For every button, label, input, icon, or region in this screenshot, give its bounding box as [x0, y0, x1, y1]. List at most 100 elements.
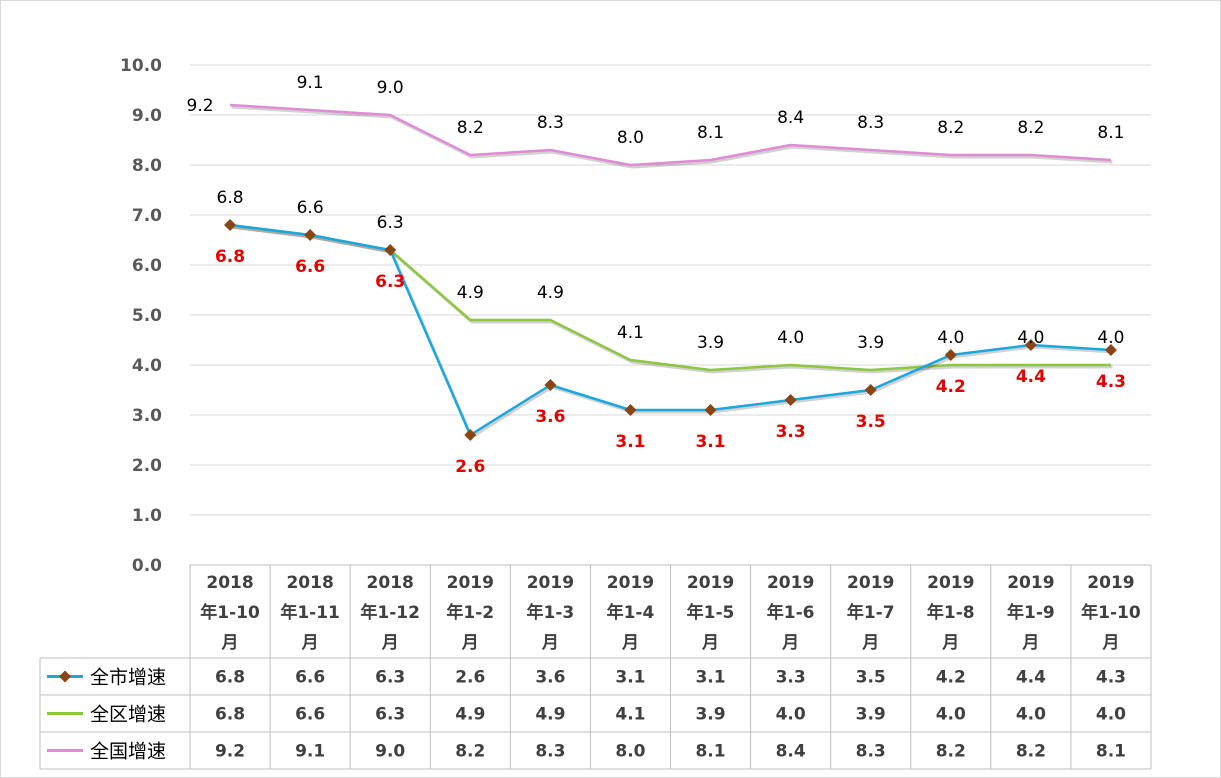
- data-label: 4.9: [537, 283, 564, 303]
- data-label: 6.6: [295, 257, 325, 277]
- data-point-marker: [624, 404, 637, 416]
- data-label: 6.3: [377, 213, 404, 233]
- x-category-label: 月: [381, 633, 399, 653]
- series-markers: [224, 219, 1117, 441]
- x-category-label: 年1-2: [446, 602, 494, 623]
- x-category-label: 月: [541, 633, 559, 653]
- data-point-marker: [544, 379, 557, 391]
- series-lines: [229, 103, 1113, 440]
- x-category-label: 2019: [607, 573, 654, 593]
- x-category-label: 月: [861, 633, 879, 653]
- x-category-label: 2019: [847, 573, 894, 593]
- x-category-label: 年1-4: [607, 602, 655, 623]
- data-label: 8.1: [697, 123, 724, 143]
- table-cell-value: 8.4: [776, 742, 806, 762]
- data-label: 8.0: [617, 128, 644, 148]
- series-line: [229, 103, 1112, 167]
- x-category-label: 年1-8: [927, 602, 975, 623]
- data-label: 8.3: [537, 113, 564, 133]
- table-cell-value: 6.8: [215, 705, 245, 725]
- data-label: 9.2: [187, 96, 214, 116]
- table-cell-value: 6.6: [295, 668, 325, 688]
- x-category-label: 年1-11: [280, 602, 340, 623]
- data-label: 2.6: [455, 457, 485, 477]
- table-cell-value: 4.2: [936, 668, 966, 688]
- table-cell-value: 8.2: [455, 742, 485, 762]
- table-cell-value: 8.2: [936, 742, 966, 762]
- x-category-label: 年1-7: [847, 602, 895, 623]
- table-cell-value: 2.6: [455, 668, 485, 688]
- data-point-marker: [864, 384, 877, 396]
- data-label: 8.2: [457, 118, 484, 138]
- series-line-shadow: [231, 225, 1113, 440]
- data-label: 8.1: [1097, 123, 1124, 143]
- table-cell-value: 4.3: [1096, 668, 1126, 688]
- data-label: 9.0: [377, 78, 404, 98]
- series-line: [229, 223, 1112, 437]
- table-cell-value: 4.0: [776, 705, 806, 725]
- x-category-label: 年1-12: [360, 602, 420, 623]
- x-category-label: 月: [1101, 633, 1119, 653]
- x-category-label: 2019: [1007, 573, 1054, 593]
- data-label: 8.2: [1017, 118, 1044, 138]
- data-label: 6.3: [375, 272, 405, 292]
- x-category-label: 年1-5: [687, 602, 735, 623]
- table-cell-value: 3.6: [535, 668, 565, 688]
- x-category-label: 2019: [527, 573, 574, 593]
- x-category-label: 2019: [687, 573, 734, 593]
- table-cell-value: 4.0: [1096, 705, 1126, 725]
- y-tick-label: 10.0: [120, 56, 162, 76]
- series-line-shadow: [231, 225, 1113, 374]
- x-category-label: 年1-10: [200, 602, 260, 623]
- data-label: 3.9: [857, 333, 884, 353]
- data-label: 6.6: [297, 198, 324, 218]
- data-label: 4.0: [777, 328, 804, 348]
- data-label: 3.1: [695, 432, 725, 452]
- y-tick-label: 9.0: [132, 106, 162, 126]
- data-label: 4.0: [1097, 328, 1124, 348]
- table-cell-value: 4.1: [615, 705, 645, 725]
- data-label: 4.0: [1017, 328, 1044, 348]
- data-label: 3.3: [776, 422, 806, 442]
- table-cell-value: 3.3: [776, 668, 806, 688]
- table-cell-value: 4.9: [535, 705, 565, 725]
- x-category-label: 2019: [1087, 573, 1134, 593]
- legend-label: 全市增速: [90, 667, 166, 689]
- data-point-marker: [224, 219, 237, 231]
- data-point-marker: [304, 229, 317, 241]
- data-point-marker: [464, 429, 477, 441]
- data-label: 6.8: [217, 188, 244, 208]
- table-cell-value: 3.9: [856, 705, 886, 725]
- table-cell-value: 6.6: [295, 705, 325, 725]
- table-cell-value: 3.1: [695, 668, 725, 688]
- table-cell-value: 6.8: [215, 668, 245, 688]
- x-category-label: 月: [781, 633, 799, 653]
- x-category-label: 月: [621, 633, 639, 653]
- x-category-label: 月: [461, 633, 479, 653]
- x-category-label: 月: [941, 633, 959, 653]
- y-tick-label: 2.0: [132, 456, 162, 476]
- data-label: 4.4: [1016, 367, 1046, 387]
- table-cell-value: 4.4: [1016, 668, 1046, 688]
- data-label: 4.3: [1096, 372, 1126, 392]
- table-cell-value: 8.1: [1096, 742, 1126, 762]
- x-category-label: 2018: [367, 573, 414, 593]
- x-category-label: 2018: [286, 573, 333, 593]
- data-label: 3.9: [697, 333, 724, 353]
- data-point-marker: [1104, 344, 1117, 356]
- x-category-label: 年1-6: [767, 602, 815, 623]
- data-point-marker: [704, 404, 717, 416]
- legend-label: 全区增速: [90, 704, 166, 726]
- table-cell-value: 8.3: [535, 742, 565, 762]
- table-cell-value: 9.0: [375, 742, 405, 762]
- x-category-label: 月: [701, 633, 719, 653]
- table-cell-value: 6.3: [375, 668, 405, 688]
- legend-label: 全国增速: [90, 741, 166, 763]
- series-line-shadow: [231, 105, 1113, 169]
- x-category-label: 年1-3: [527, 602, 575, 623]
- y-tick-label: 8.0: [132, 156, 162, 176]
- x-category-label: 月: [301, 633, 319, 653]
- data-label: 3.5: [856, 412, 886, 432]
- table-cell-value: 3.5: [856, 668, 886, 688]
- y-tick-label: 5.0: [132, 306, 162, 326]
